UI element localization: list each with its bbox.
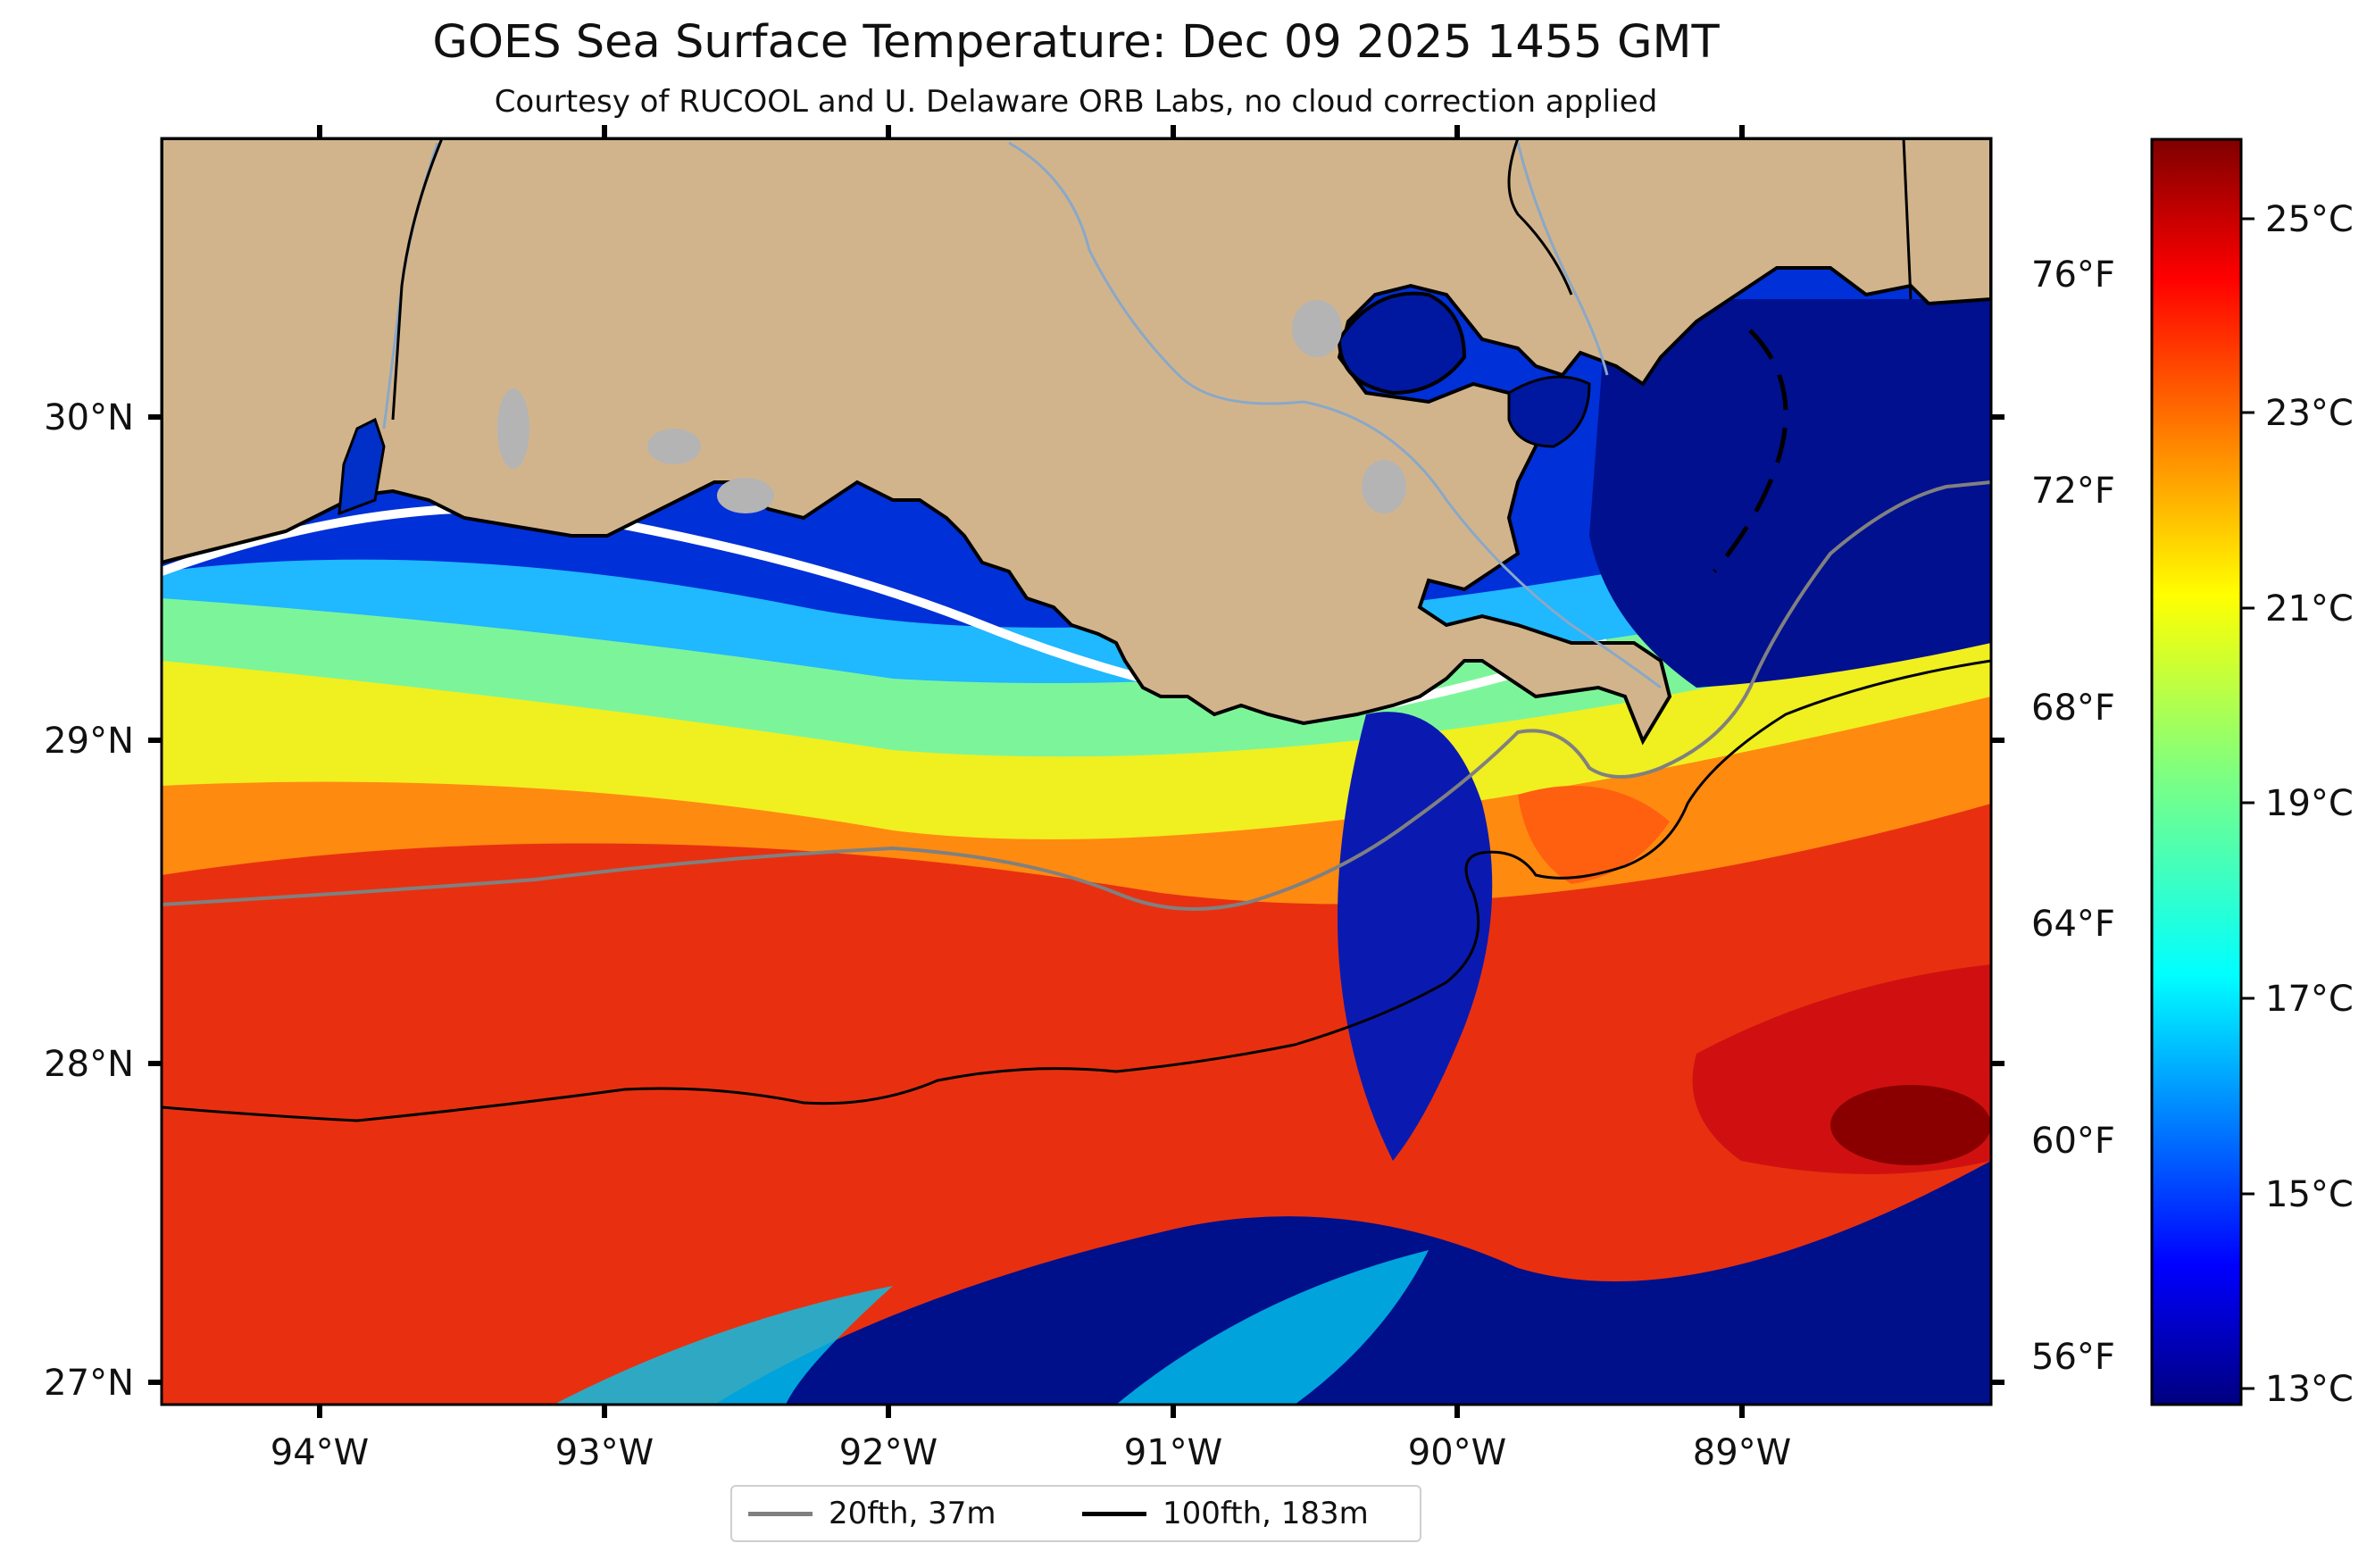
lon-tick-label: 91°W [1124, 1432, 1222, 1473]
lon-tick-label: 92°W [839, 1432, 938, 1473]
state-border-ms-al [1902, 138, 1913, 300]
fahrenheit-tick-label: 60°F [2031, 1121, 2115, 1162]
isobath-legend: 20fth, 37m 100fth, 183m [730, 1485, 1421, 1542]
legend-swatch [748, 1511, 813, 1516]
legend-label: 100fth, 183m [1163, 1496, 1369, 1531]
sst-delta-warm-patch [1518, 786, 1670, 884]
sabine-lake [338, 417, 386, 516]
lon-ticks [317, 125, 1745, 1418]
celsius-tick-label: 17°C [2265, 979, 2354, 1020]
lake-borgne [1507, 375, 1591, 448]
lon-tick-label: 90°W [1408, 1432, 1506, 1473]
fahrenheit-tick-label: 76°F [2031, 254, 2115, 296]
chart-subtitle: Courtesy of RUCOOL and U. Delaware ORB L… [494, 84, 1658, 120]
celsius-tick-label: 13°C [2265, 1369, 2354, 1410]
colorbar-ticks [2241, 217, 2254, 1390]
inland-lake [1292, 300, 1342, 357]
legend-item-100fth: 100fth, 183m [1082, 1487, 1369, 1540]
state-border-tx-la [391, 138, 444, 421]
fahrenheit-tick-label: 72°F [2031, 471, 2115, 512]
map-panel [162, 138, 1991, 1405]
fahrenheit-tick-label: 56°F [2031, 1337, 2115, 1378]
river-mississippi [1008, 141, 1662, 689]
fahrenheit-tick-label: 64°F [2031, 904, 2115, 945]
inland-lake [1362, 460, 1406, 513]
celsius-tick-label: 23°C [2265, 393, 2354, 434]
colorbar [2150, 138, 2243, 1406]
lat-ticks [148, 414, 2004, 1385]
river-pearl [1516, 142, 1609, 376]
land-louisiana [162, 138, 1991, 746]
lon-tick-label: 89°W [1693, 1432, 1791, 1473]
lat-tick-label: 28°N [44, 1044, 134, 1085]
lake-pontchartrain [1337, 291, 1467, 396]
lon-tick-label: 94°W [271, 1432, 369, 1473]
lat-tick-label: 30°N [44, 397, 134, 438]
sst-streak [1116, 1250, 1429, 1405]
inland-lake [647, 429, 701, 464]
sst-hot-core [1830, 1085, 1991, 1165]
legend-item-20fth: 20fth, 37m [748, 1487, 996, 1540]
isobath-100fth [162, 659, 1991, 1122]
lat-tick-label: 27°N [44, 1363, 134, 1404]
inland-lake [717, 478, 774, 513]
sst-cold-plume [1338, 712, 1493, 1161]
lat-tick-label: 29°N [44, 721, 134, 762]
map-frame [160, 137, 1993, 1406]
sst-east-cold [1589, 299, 1991, 688]
chart-title: GOES Sea Surface Temperature: Dec 09 202… [432, 16, 1720, 69]
legend-label: 20fth, 37m [829, 1496, 996, 1531]
celsius-tick-label: 15°C [2265, 1174, 2354, 1215]
isobath-100fth-east [1713, 329, 1788, 573]
inland-lake [497, 388, 529, 469]
lon-tick-label: 93°W [555, 1432, 654, 1473]
legend-swatch [1082, 1511, 1146, 1516]
celsius-tick-label: 25°C [2265, 199, 2354, 240]
celsius-tick-label: 21°C [2265, 588, 2354, 630]
isobath-20fth [162, 480, 1991, 911]
state-border-la-ms [1507, 138, 1573, 296]
fahrenheit-tick-label: 68°F [2031, 688, 2115, 729]
celsius-tick-label: 19°C [2265, 783, 2354, 824]
sst-streak [554, 1286, 893, 1405]
